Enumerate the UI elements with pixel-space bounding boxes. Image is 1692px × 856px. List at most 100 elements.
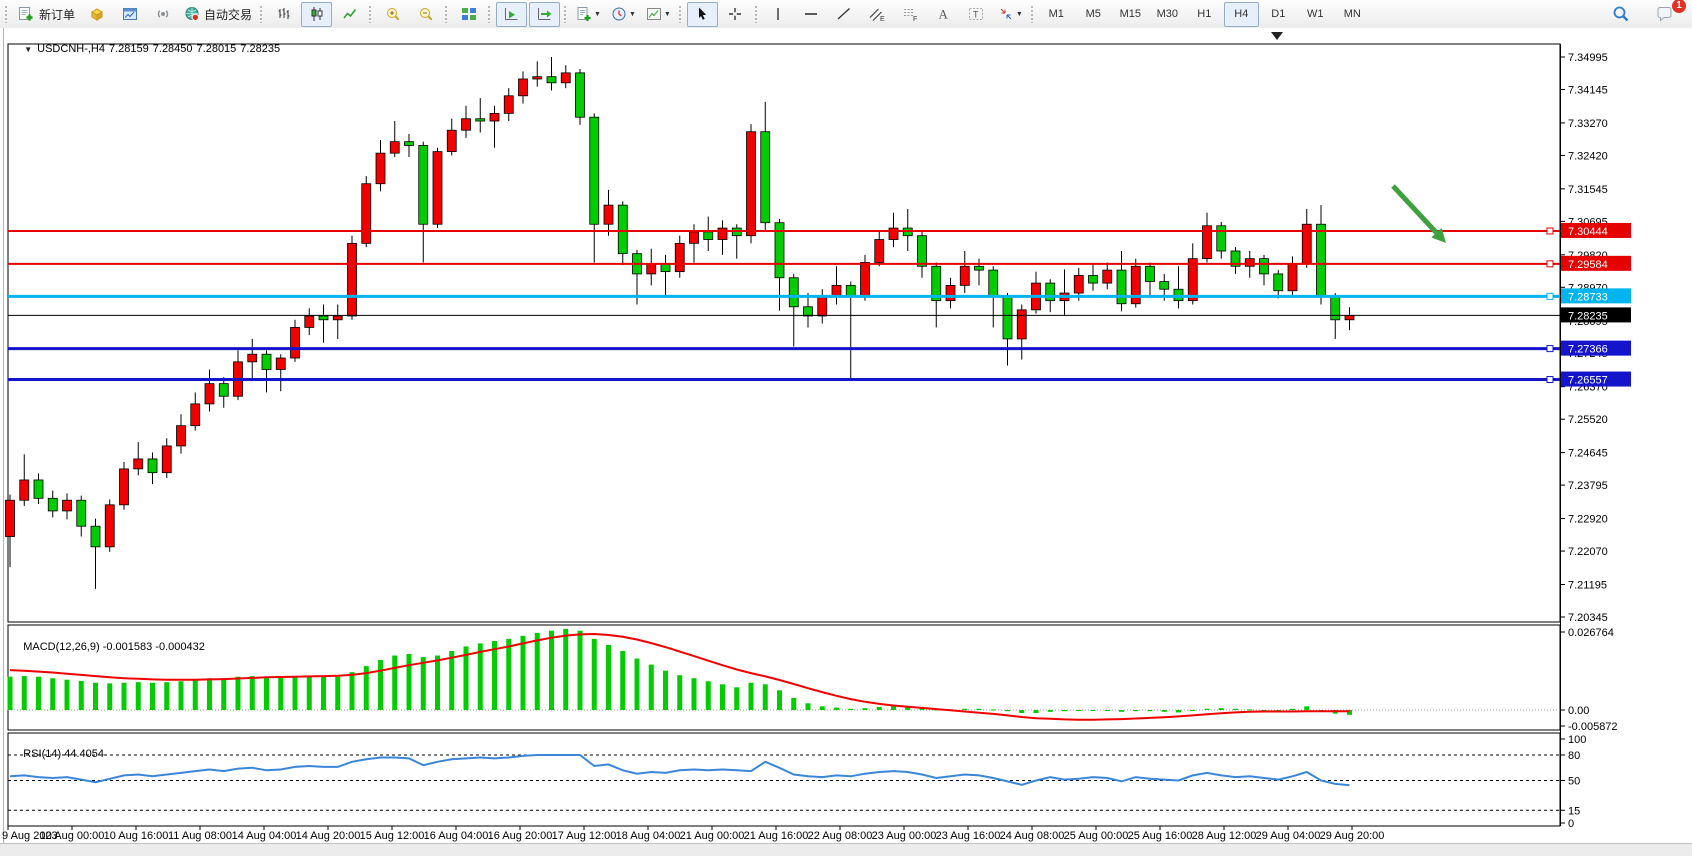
chart-shift-button[interactable]: [529, 1, 561, 27]
price-chart[interactable]: 7.349957.341457.332707.324207.315457.306…: [0, 28, 1692, 856]
signal-button[interactable]: [147, 2, 178, 27]
candle: [347, 242, 357, 317]
autotrading-icon: [184, 6, 200, 22]
notifications-button[interactable]: 1: [1650, 0, 1687, 27]
tf-w1-button[interactable]: W1: [1298, 2, 1333, 27]
macd-histogram-bar: [1218, 708, 1224, 710]
x-tick-label[interactable]: 15 Aug 12:00: [360, 830, 425, 842]
tf-m1-button[interactable]: M1: [1039, 2, 1074, 27]
candle: [674, 242, 685, 273]
x-tick-label[interactable]: 23 Aug 00:00: [872, 830, 937, 842]
x-tick-label[interactable]: 29 Aug 20:00: [1320, 830, 1385, 842]
fibonacci-button[interactable]: F: [895, 2, 926, 27]
text-button[interactable]: A: [928, 2, 959, 27]
x-tick-label[interactable]: 18 Aug 04:00: [616, 830, 681, 842]
trendline-button[interactable]: [829, 2, 860, 27]
tf-m15-button[interactable]: M15: [1113, 2, 1148, 27]
macd-histogram-bar: [207, 678, 212, 710]
tf-h4-button[interactable]: H4: [1223, 1, 1259, 27]
search-button[interactable]: [1605, 2, 1636, 27]
x-tick-label[interactable]: 25 Aug 16:00: [1128, 830, 1193, 842]
dropdown-caret-icon[interactable]: ▼: [663, 10, 671, 18]
x-tick-label[interactable]: 14 Aug 20:00: [296, 830, 361, 842]
rsi-axis-label: 100: [1568, 734, 1586, 746]
dropdown-caret-icon[interactable]: ▼: [594, 10, 601, 18]
tf-d1-button[interactable]: D1: [1261, 2, 1296, 27]
dropdown-caret-icon[interactable]: ▼: [628, 10, 636, 18]
candle: [1102, 269, 1113, 284]
periods-button[interactable]: ▼: [607, 2, 640, 27]
x-tick-label[interactable]: 25 Aug 00:00: [1064, 830, 1129, 842]
cursor-button[interactable]: [686, 1, 718, 27]
macd-histogram-bar: [249, 676, 255, 710]
macd-histogram-bar: [734, 687, 740, 710]
tile-windows-button[interactable]: [453, 2, 484, 27]
bars-chart-button[interactable]: [268, 2, 299, 27]
x-tick-label[interactable]: 10 Aug 16:00: [104, 830, 169, 842]
label-button[interactable]: T: [961, 2, 992, 27]
x-tick-label[interactable]: 24 Aug 08:00: [1000, 830, 1065, 842]
zoom-out-button[interactable]: [410, 2, 441, 27]
crosshair-button[interactable]: [720, 2, 751, 27]
line-handle[interactable]: [1546, 376, 1554, 384]
x-tick-label[interactable]: 23 Aug 16:00: [936, 830, 1001, 842]
x-tick-label[interactable]: 10 Aug 00:00: [40, 830, 105, 842]
rsi-pane[interactable]: [7, 732, 1561, 827]
candle: [418, 145, 429, 225]
rsi-name: RSI(14): [23, 748, 62, 760]
candle: [788, 277, 799, 308]
candle: [1116, 269, 1127, 305]
x-tick-label[interactable]: 28 Aug 12:00: [1192, 830, 1257, 842]
candles-chart-button[interactable]: [301, 1, 333, 27]
one-click-trading-arrow[interactable]: ▼: [24, 45, 33, 54]
price-level-badge: [1561, 288, 1631, 304]
toolbar-grip: [444, 5, 449, 23]
macd-histogram-bar: [848, 708, 854, 710]
x-tick-label[interactable]: 16 Aug 04:00: [424, 830, 489, 842]
dropdown-caret-icon[interactable]: ▼: [1015, 10, 1023, 18]
candle: [261, 353, 272, 370]
zoom-in-button[interactable]: [377, 2, 408, 27]
macd-histogram-bar: [677, 675, 683, 710]
autotrading-button[interactable]: 自动交易: [180, 2, 256, 27]
main-pane[interactable]: [7, 43, 1561, 623]
x-tick-label[interactable]: 9 Aug 2023: [2, 830, 58, 842]
bottom-strip: [0, 843, 1692, 856]
tf-m5-button[interactable]: M5: [1076, 2, 1111, 27]
hline-button[interactable]: [796, 2, 827, 27]
tf-h1-button[interactable]: H1: [1187, 2, 1222, 27]
line-handle[interactable]: [1546, 292, 1554, 300]
line-handle[interactable]: [1546, 345, 1554, 353]
trend-arrow-head[interactable]: [1431, 227, 1446, 243]
x-tick-label[interactable]: 11 Aug 08:00: [168, 830, 232, 842]
shapes-button[interactable]: ▼: [994, 2, 1027, 27]
line-handle[interactable]: [1546, 227, 1554, 235]
tf-mn-button[interactable]: MN: [1335, 2, 1370, 27]
autoscroll-button[interactable]: [496, 1, 528, 27]
templates-button[interactable]: ▼: [642, 2, 675, 27]
tile-windows-icon: [461, 6, 477, 22]
market-watch-button[interactable]: [81, 2, 112, 27]
channel-button[interactable]: E: [862, 2, 893, 27]
candle: [1259, 258, 1269, 275]
tf-m30-button[interactable]: M30: [1150, 2, 1185, 27]
macd-histogram-bar: [392, 655, 398, 710]
x-tick-label[interactable]: 22 Aug 08:00: [808, 830, 873, 842]
x-tick-label[interactable]: 14 Aug 04:00: [232, 830, 297, 842]
macd-histogram-bar: [192, 679, 198, 710]
x-tick-label[interactable]: 17 Aug 12:00: [552, 830, 617, 842]
x-tick-label[interactable]: 16 Aug 20:00: [488, 830, 553, 842]
chart-shift-marker[interactable]: [1271, 32, 1283, 40]
new-order-button[interactable]: 新订单: [13, 2, 79, 27]
line-handle[interactable]: [1546, 260, 1554, 268]
x-tick-label[interactable]: 29 Aug 04:00: [1256, 830, 1321, 842]
price-low: 7.28015: [196, 43, 237, 55]
trend-arrow-annotation[interactable]: [1391, 184, 1439, 235]
vline-button[interactable]: [763, 2, 794, 27]
x-tick-label[interactable]: 21 Aug 00:00: [680, 830, 745, 842]
line-chart-button[interactable]: [334, 2, 365, 27]
indicators-button[interactable]: ▼: [572, 2, 605, 27]
price-level-badge-label: 7.28733: [1568, 291, 1608, 303]
x-tick-label[interactable]: 21 Aug 16:00: [744, 830, 809, 842]
chart-window-button[interactable]: [114, 2, 145, 27]
